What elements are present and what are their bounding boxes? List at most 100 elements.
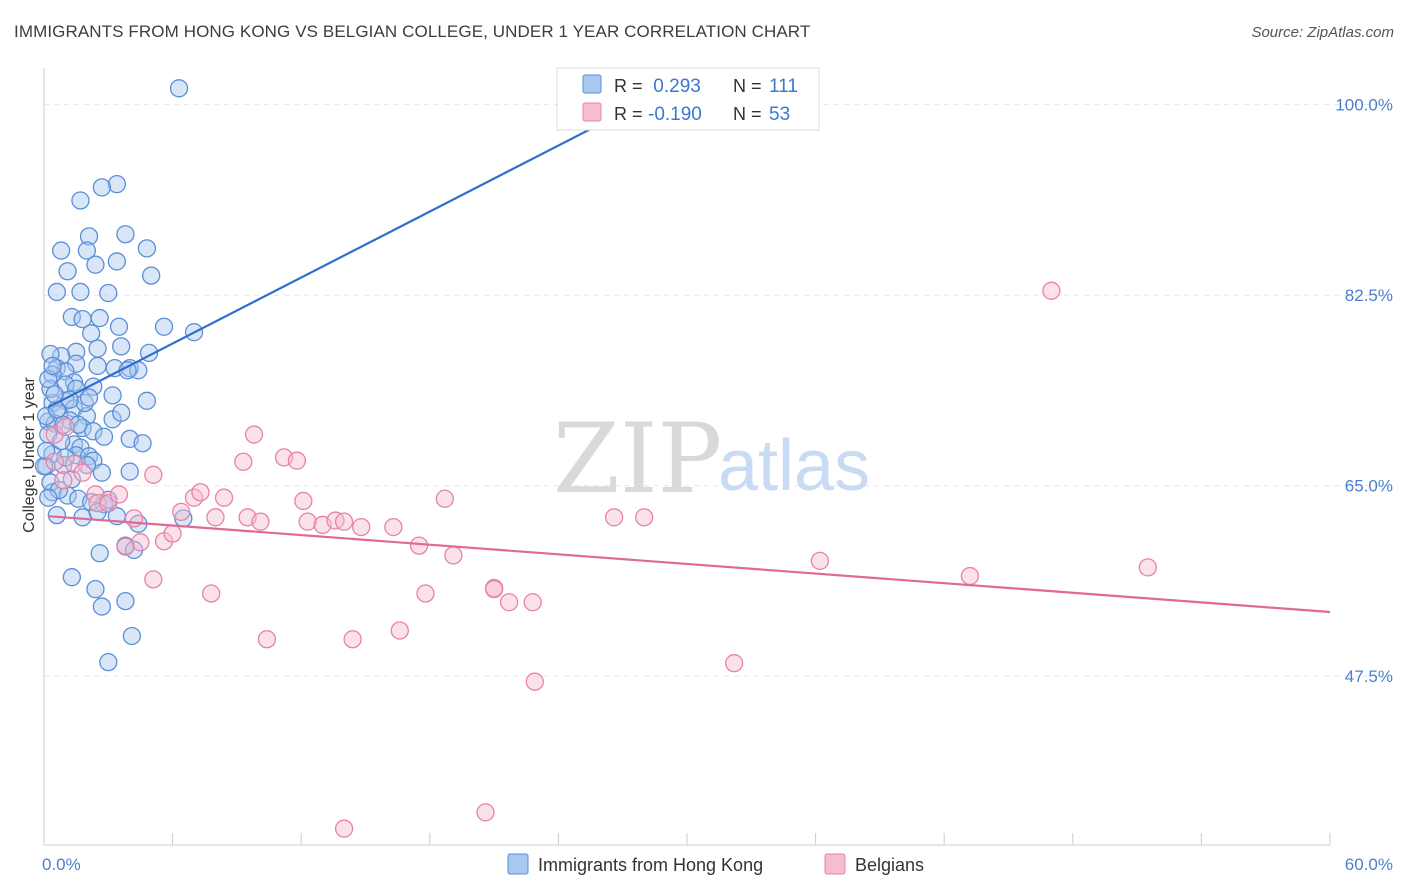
stats-n-value-blue: 111 bbox=[769, 76, 798, 97]
series-hong-kong bbox=[34, 79, 204, 672]
data-point bbox=[94, 427, 114, 446]
data-point bbox=[154, 317, 174, 336]
data-point bbox=[79, 227, 99, 246]
grid-lines bbox=[44, 104, 1394, 677]
data-point bbox=[62, 568, 82, 587]
y-axis-label: College, Under 1 year bbox=[21, 377, 38, 533]
data-point bbox=[163, 524, 182, 543]
data-point bbox=[116, 225, 135, 244]
data-point bbox=[82, 324, 101, 343]
y-tick-label: 47.5% bbox=[1345, 667, 1393, 686]
data-point bbox=[416, 584, 435, 603]
data-point bbox=[34, 456, 54, 476]
stats-r-label-blue: R = bbox=[614, 76, 643, 96]
data-point bbox=[86, 579, 105, 599]
y-tick-label: 65.0% bbox=[1345, 477, 1393, 496]
stats-legend: R = 0.293 N = 111 R = -0.190 N = 53 bbox=[556, 67, 820, 131]
legend-swatch-belgians bbox=[824, 853, 846, 875]
stats-n-label-blue: N = bbox=[733, 76, 762, 96]
data-point bbox=[810, 551, 830, 570]
data-point bbox=[58, 262, 77, 281]
watermark: ZIP atlas bbox=[553, 403, 870, 515]
watermark-zip: ZIP bbox=[553, 403, 722, 515]
data-point bbox=[523, 593, 542, 612]
stats-r-value-blue: 0.293 bbox=[648, 76, 701, 97]
source-label: Source: ZipAtlas.com bbox=[1251, 24, 1394, 41]
data-point bbox=[51, 241, 71, 260]
data-point bbox=[257, 630, 277, 649]
data-point bbox=[334, 512, 354, 531]
data-point bbox=[92, 597, 112, 616]
stats-r-label-pink: R = bbox=[614, 104, 643, 124]
data-point bbox=[169, 79, 189, 98]
data-point bbox=[116, 537, 135, 556]
trend-line-blue bbox=[47, 84, 677, 409]
data-point bbox=[79, 388, 99, 407]
data-point bbox=[120, 462, 139, 481]
data-point bbox=[144, 570, 163, 589]
data-point bbox=[234, 452, 253, 471]
stats-legend-swatch-blue bbox=[582, 74, 602, 94]
data-point bbox=[122, 626, 142, 646]
data-point bbox=[45, 385, 64, 404]
series-legend: Immigrants from Hong Kong Belgians bbox=[507, 853, 924, 875]
x-tick-label: 0.0% bbox=[42, 855, 81, 874]
data-point bbox=[137, 239, 157, 258]
data-point bbox=[71, 282, 90, 302]
data-point bbox=[107, 174, 127, 194]
data-point bbox=[214, 488, 234, 507]
legend-label-belgians: Belgians bbox=[855, 855, 924, 875]
data-point bbox=[142, 266, 161, 285]
data-point bbox=[109, 317, 129, 336]
stats-r-value-pink: -0.190 bbox=[648, 104, 702, 125]
data-point bbox=[352, 517, 371, 537]
data-point bbox=[90, 308, 109, 328]
data-point bbox=[191, 483, 210, 502]
data-point bbox=[1138, 558, 1157, 577]
stats-n-value-pink: 53 bbox=[769, 104, 790, 125]
data-point bbox=[56, 417, 75, 437]
data-point bbox=[92, 178, 112, 197]
data-point bbox=[409, 536, 429, 555]
data-point bbox=[390, 621, 409, 640]
data-point bbox=[294, 491, 313, 511]
y-tick-labels: 100.0% 82.5% 65.0% 47.5% bbox=[1335, 96, 1393, 687]
data-point bbox=[124, 509, 144, 528]
data-point bbox=[39, 488, 58, 507]
trend-lines bbox=[47, 84, 1331, 614]
data-point bbox=[1042, 281, 1061, 300]
x-tick-label: 60.0% bbox=[1345, 855, 1393, 874]
data-point bbox=[131, 533, 150, 552]
data-point bbox=[36, 406, 56, 426]
data-point bbox=[137, 391, 157, 410]
data-point bbox=[73, 463, 92, 482]
data-point bbox=[84, 422, 103, 441]
data-point bbox=[251, 512, 270, 531]
y-tick-label: 100.0% bbox=[1335, 96, 1393, 115]
data-point bbox=[45, 452, 64, 471]
data-point bbox=[244, 425, 264, 444]
data-point bbox=[116, 591, 135, 611]
stats-n-label-pink: N = bbox=[733, 104, 762, 124]
chart-title: IMMIGRANTS FROM HONG KONG VS BELGIAN COL… bbox=[14, 22, 811, 41]
data-point bbox=[88, 493, 107, 513]
data-point bbox=[484, 579, 504, 599]
data-point bbox=[499, 593, 519, 612]
data-point bbox=[525, 672, 544, 691]
stats-legend-swatch-pink bbox=[582, 102, 602, 122]
data-point bbox=[103, 386, 122, 405]
y-tick-label: 82.5% bbox=[1345, 286, 1393, 305]
data-point bbox=[343, 630, 362, 649]
data-point bbox=[384, 517, 403, 537]
data-point bbox=[90, 544, 109, 563]
data-point bbox=[334, 819, 354, 838]
legend-label-hong-kong: Immigrants from Hong Kong bbox=[538, 855, 763, 875]
data-point bbox=[88, 356, 107, 376]
data-point bbox=[71, 191, 90, 210]
x-tick-labels: 0.0% 60.0% bbox=[42, 855, 1393, 874]
data-point bbox=[298, 512, 317, 531]
data-point bbox=[99, 283, 118, 303]
data-point bbox=[86, 255, 105, 274]
data-point bbox=[172, 502, 191, 521]
data-point bbox=[92, 463, 112, 482]
